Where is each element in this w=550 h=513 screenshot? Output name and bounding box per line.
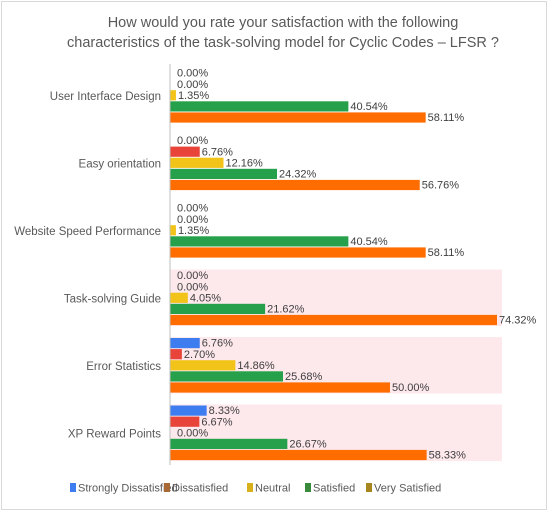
- data-label: 56.76%: [422, 180, 460, 192]
- legend-swatch: [247, 483, 253, 492]
- data-label: 74.32%: [499, 315, 537, 327]
- bar: [170, 416, 200, 427]
- data-label: 0.00%: [177, 281, 208, 293]
- data-label: 58.11%: [428, 247, 465, 259]
- bar: [170, 371, 283, 382]
- bar: [170, 338, 200, 349]
- data-label: 0.00%: [177, 68, 208, 80]
- chart-title-line-1: How would you rate your satisfaction wit…: [108, 15, 459, 31]
- data-labels-group: 0.00%0.00%1.35%40.54%58.11%0.00%6.76%12.…: [177, 68, 537, 462]
- bar: [170, 449, 427, 461]
- bar: [170, 168, 278, 179]
- data-label: 6.76%: [202, 146, 233, 158]
- legend-swatch: [164, 483, 170, 492]
- data-label: 0.00%: [177, 79, 208, 91]
- data-label: 0.00%: [177, 214, 208, 226]
- legend-label: Neutral: [255, 483, 290, 495]
- data-label: 0.00%: [177, 270, 208, 282]
- data-label: 0.00%: [177, 427, 208, 439]
- legend-swatch: [70, 483, 76, 492]
- legend-swatch: [366, 483, 372, 492]
- bar: [170, 292, 188, 303]
- bar: [170, 101, 349, 112]
- category-label: XP Reward Points: [68, 428, 161, 440]
- category-label: Website Speed Performance: [14, 226, 161, 238]
- data-label: 1.35%: [178, 90, 209, 102]
- category-label: Easy orientation: [79, 158, 161, 170]
- bar: [170, 438, 288, 449]
- data-label: 0.00%: [177, 203, 208, 215]
- data-label: 26.67%: [289, 439, 327, 451]
- bar: [170, 225, 176, 236]
- data-label: 58.11%: [428, 112, 465, 124]
- bar: [170, 236, 349, 247]
- data-label: 21.62%: [267, 304, 305, 316]
- bar: [170, 90, 176, 101]
- data-label: 12.16%: [226, 157, 264, 169]
- data-label: 25.68%: [285, 371, 323, 383]
- data-label: 14.86%: [237, 360, 275, 372]
- data-label: 58.33%: [429, 450, 467, 462]
- bar: [170, 382, 390, 393]
- bar: [170, 112, 426, 123]
- legend-label: Very Satisfied: [374, 483, 441, 495]
- category-label: Task-solving Guide: [64, 293, 161, 305]
- category-labels-group: User Interface Design Easy orientation Web…: [14, 91, 161, 441]
- bars-group: [170, 90, 498, 461]
- bar: [170, 247, 426, 258]
- bar: [170, 179, 420, 191]
- bar: [170, 405, 207, 416]
- data-label: 2.70%: [184, 349, 215, 361]
- data-label: 4.05%: [190, 292, 221, 304]
- bar: [170, 303, 266, 314]
- bar: [170, 314, 498, 326]
- category-label: Error Statistics: [86, 361, 161, 373]
- data-label: 40.54%: [350, 101, 388, 113]
- bar: [170, 157, 224, 168]
- legend-label: Dissatisfied: [172, 483, 228, 495]
- data-label: 40.54%: [350, 236, 388, 248]
- data-label: 50.00%: [392, 382, 430, 394]
- category-label: User Interface Design: [50, 91, 161, 103]
- data-label: 6.76%: [202, 338, 233, 350]
- bar: [170, 360, 236, 371]
- data-label: 0.00%: [177, 135, 208, 147]
- legend-label: Strongly Dissatisfied: [78, 483, 178, 495]
- legend-swatch: [305, 483, 311, 492]
- bar: [170, 146, 200, 157]
- legend-label: Satisfied: [313, 483, 355, 495]
- data-label: 24.32%: [279, 169, 317, 181]
- data-label: 1.35%: [178, 225, 209, 237]
- chart-title-line-2: characteristics of the task-solving mode…: [67, 35, 499, 51]
- bar: [170, 349, 182, 360]
- data-label: 6.67%: [201, 416, 232, 428]
- data-label: 8.33%: [209, 405, 240, 417]
